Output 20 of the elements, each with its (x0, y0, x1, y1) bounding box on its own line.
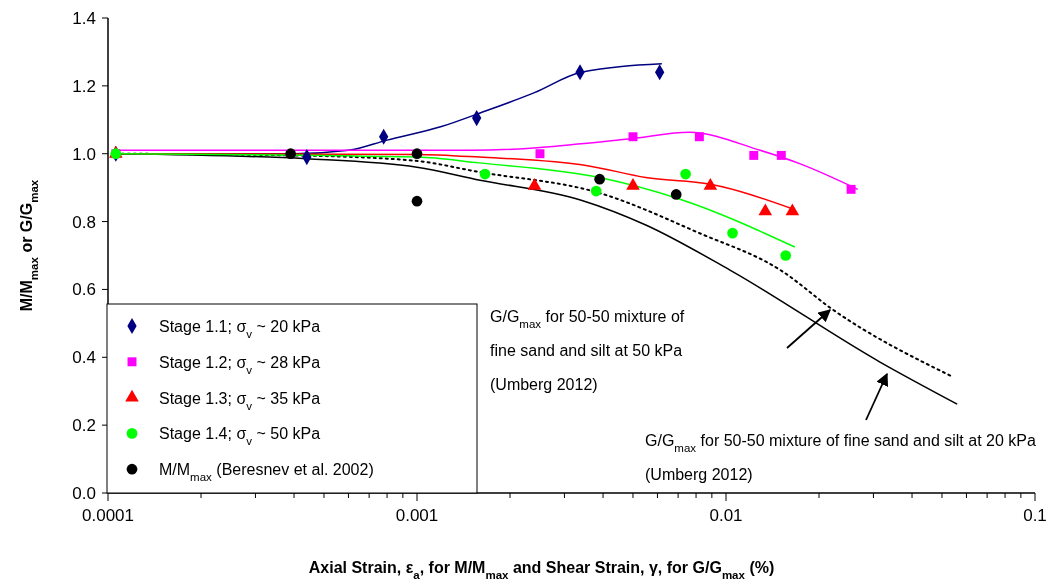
legend-label: Stage 1.1; σ$_{v}$ ~ 20 kPa (159, 318, 321, 340)
y-tick-label: 0.0 (72, 484, 96, 503)
x-tick-label: 0.1 (1023, 506, 1047, 525)
annotation: G/G$_{max}$ for 50-50 mixture of fine sand and silt at 50 kPa (Umberg 2012) (490, 308, 685, 393)
legend-label: Stage 1.4; σ$_{v}$ ~ 50 kPa (159, 425, 321, 448)
annotation: G/G$_{max}$ for 50-50 mixture of fine sand and silt at 20 kPa (Umberg 2012) (645, 432, 1036, 483)
y-tick-label: 0.8 (72, 212, 96, 232)
y-tick-label: 0.6 (72, 280, 96, 300)
x-axis-title: Axial Strain, ε$_{a}$, for M/M$_{max}$ and Shear Strain, γ, for G/G$_{max}$ (%) (308, 559, 775, 581)
y-tick-label: 1.2 (72, 76, 96, 96)
y-tick-label: 1.0 (72, 144, 96, 164)
y-tick-label: 1.4 (72, 9, 96, 28)
x-tick-label: 0.001 (395, 506, 439, 525)
y-tick-label: 0.2 (72, 416, 96, 436)
legend-label: M/M$_{max}$ (Beresnev et al. 2002) (159, 461, 374, 484)
legend-label: Stage 1.2; σ$_{v}$ ~ 28 kPa (159, 353, 321, 376)
x-tick-label: 0.0001 (82, 506, 134, 525)
y-tick-label: 0.4 (72, 348, 96, 368)
x-tick-label: 0.01 (709, 506, 743, 525)
legend-label: Stage 1.3; σ$_{v}$ ~ 35 kPa (159, 389, 321, 412)
